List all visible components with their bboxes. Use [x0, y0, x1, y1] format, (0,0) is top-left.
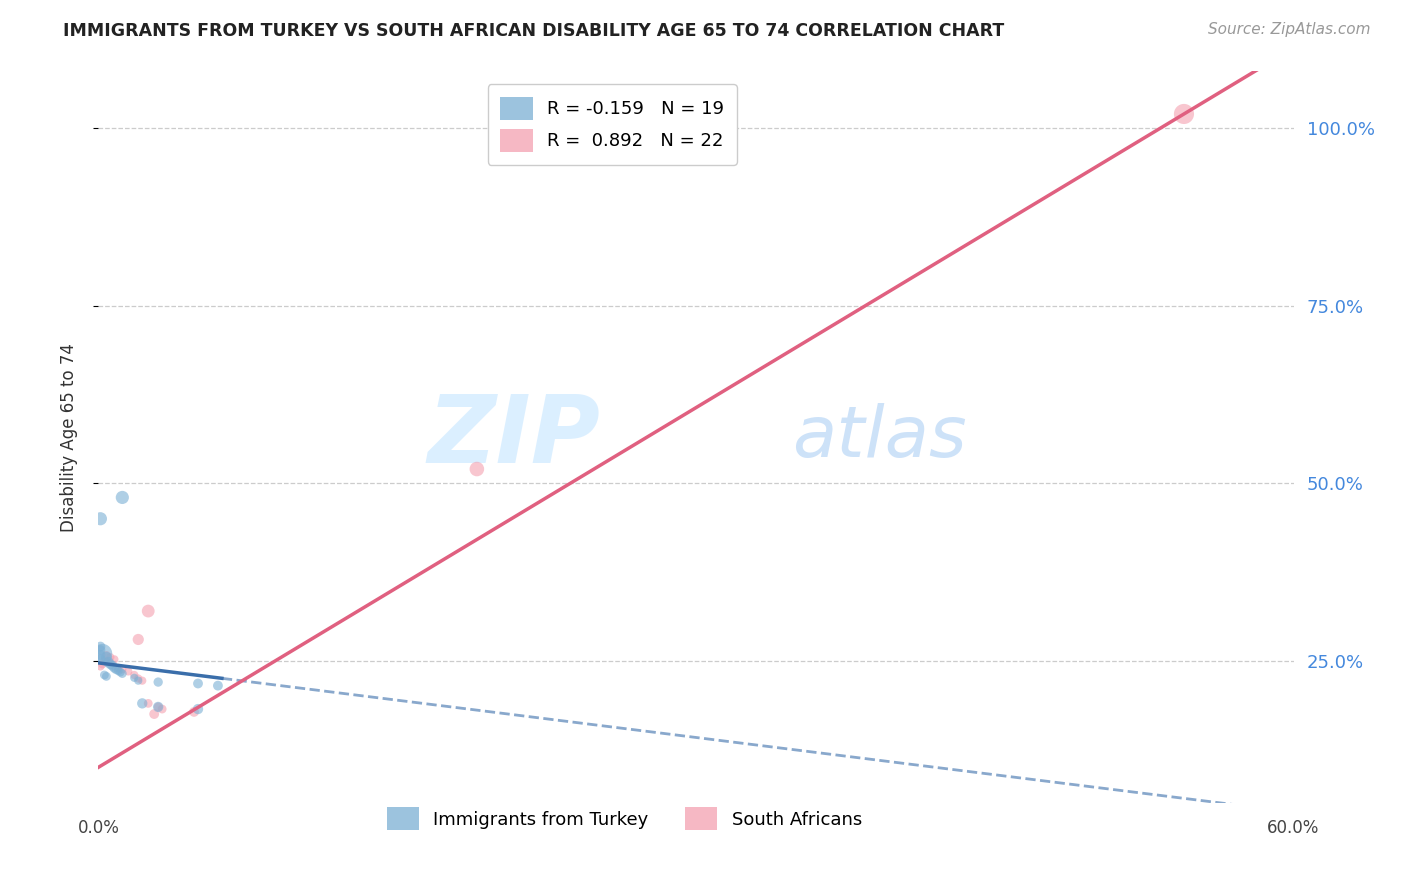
Point	[148, 700, 170, 714]
Point	[89, 648, 111, 662]
Text: ZIP: ZIP	[427, 391, 600, 483]
Point	[105, 662, 128, 676]
Point	[98, 657, 122, 672]
Point	[107, 661, 129, 675]
Text: Source: ZipAtlas.com: Source: ZipAtlas.com	[1208, 22, 1371, 37]
Point	[127, 672, 149, 686]
Point	[91, 657, 114, 672]
Point	[89, 652, 111, 666]
Point	[131, 697, 153, 711]
Point	[183, 705, 205, 719]
Point	[136, 604, 159, 618]
Point	[111, 666, 134, 681]
Point	[143, 706, 166, 721]
Point	[103, 652, 125, 666]
Point	[124, 671, 146, 685]
Point	[111, 662, 134, 676]
Point	[110, 665, 132, 680]
Point	[91, 647, 114, 661]
Point	[127, 632, 149, 647]
Point	[465, 462, 488, 476]
Point	[101, 658, 124, 673]
Point	[97, 655, 120, 669]
Point	[103, 661, 125, 675]
Point	[89, 512, 111, 526]
Point	[111, 491, 134, 505]
Point	[187, 676, 209, 690]
Text: atlas: atlas	[792, 402, 966, 472]
Point	[89, 643, 111, 657]
Point	[124, 668, 146, 682]
Point	[89, 640, 111, 654]
Point	[1173, 107, 1195, 121]
Point	[89, 659, 111, 673]
Point	[127, 673, 149, 688]
Y-axis label: Disability Age 65 to 74: Disability Age 65 to 74	[59, 343, 77, 532]
Point	[117, 665, 139, 679]
Point	[107, 664, 129, 678]
Point	[93, 668, 115, 682]
Point	[93, 654, 115, 668]
Point	[131, 673, 153, 688]
Point	[207, 679, 229, 693]
Point	[97, 655, 120, 669]
Point	[96, 669, 118, 683]
Point	[148, 700, 170, 714]
Point	[187, 702, 209, 716]
Point	[98, 650, 122, 665]
Point	[148, 675, 170, 690]
Point	[136, 697, 159, 711]
Point	[96, 648, 118, 662]
Text: IMMIGRANTS FROM TURKEY VS SOUTH AFRICAN DISABILITY AGE 65 TO 74 CORRELATION CHAR: IMMIGRANTS FROM TURKEY VS SOUTH AFRICAN …	[63, 22, 1004, 40]
Point	[150, 702, 173, 716]
Point	[96, 650, 118, 665]
Legend: Immigrants from Turkey, South Africans: Immigrants from Turkey, South Africans	[380, 800, 869, 838]
